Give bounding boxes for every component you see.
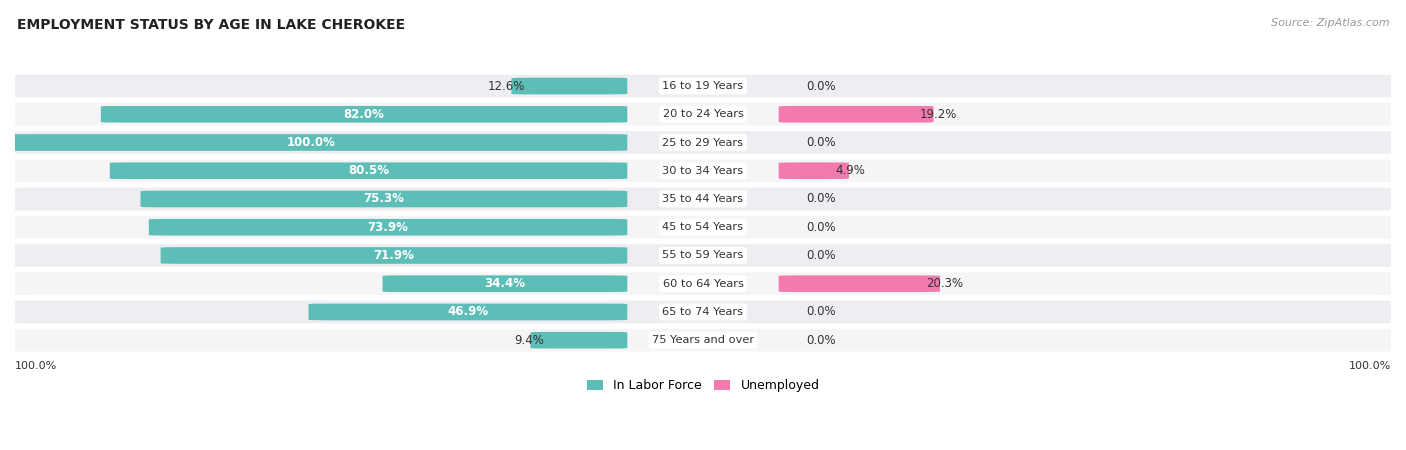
FancyBboxPatch shape (101, 106, 627, 122)
FancyBboxPatch shape (530, 332, 627, 348)
Text: 0.0%: 0.0% (806, 80, 835, 93)
FancyBboxPatch shape (1, 272, 1405, 295)
Text: 35 to 44 Years: 35 to 44 Years (662, 194, 744, 204)
Text: 25 to 29 Years: 25 to 29 Years (662, 138, 744, 148)
Text: 73.9%: 73.9% (367, 221, 409, 234)
Text: 100.0%: 100.0% (15, 360, 58, 370)
Text: Source: ZipAtlas.com: Source: ZipAtlas.com (1271, 18, 1389, 28)
Legend: In Labor Force, Unemployed: In Labor Force, Unemployed (582, 374, 824, 397)
Text: 46.9%: 46.9% (447, 306, 488, 319)
Text: 75 Years and over: 75 Years and over (652, 335, 754, 345)
Text: 19.2%: 19.2% (920, 108, 957, 121)
Text: 0.0%: 0.0% (806, 136, 835, 149)
Text: EMPLOYMENT STATUS BY AGE IN LAKE CHEROKEE: EMPLOYMENT STATUS BY AGE IN LAKE CHEROKE… (17, 18, 405, 32)
Text: 65 to 74 Years: 65 to 74 Years (662, 307, 744, 317)
Text: 80.5%: 80.5% (349, 164, 389, 177)
Text: 4.9%: 4.9% (835, 164, 865, 177)
FancyBboxPatch shape (1, 216, 1405, 239)
FancyBboxPatch shape (779, 162, 849, 179)
FancyBboxPatch shape (110, 162, 627, 179)
Text: 0.0%: 0.0% (806, 193, 835, 206)
FancyBboxPatch shape (1, 103, 1405, 126)
Text: 60 to 64 Years: 60 to 64 Years (662, 279, 744, 289)
FancyBboxPatch shape (1, 75, 1405, 97)
Text: 82.0%: 82.0% (343, 108, 384, 121)
Text: 55 to 59 Years: 55 to 59 Years (662, 251, 744, 261)
Text: 30 to 34 Years: 30 to 34 Years (662, 166, 744, 176)
Text: 0.0%: 0.0% (806, 306, 835, 319)
FancyBboxPatch shape (512, 78, 627, 94)
Text: 16 to 19 Years: 16 to 19 Years (662, 81, 744, 91)
FancyBboxPatch shape (308, 304, 627, 320)
Text: 45 to 54 Years: 45 to 54 Years (662, 222, 744, 232)
FancyBboxPatch shape (1, 188, 1405, 210)
FancyBboxPatch shape (160, 247, 627, 264)
FancyBboxPatch shape (149, 219, 627, 235)
Text: 75.3%: 75.3% (364, 193, 405, 206)
FancyBboxPatch shape (1, 159, 1405, 182)
Text: 12.6%: 12.6% (488, 80, 526, 93)
Text: 0.0%: 0.0% (806, 221, 835, 234)
Text: 71.9%: 71.9% (374, 249, 415, 262)
Text: 20 to 24 Years: 20 to 24 Years (662, 109, 744, 119)
FancyBboxPatch shape (0, 134, 627, 151)
Text: 34.4%: 34.4% (485, 277, 526, 290)
Text: 9.4%: 9.4% (515, 334, 544, 346)
FancyBboxPatch shape (1, 329, 1405, 351)
FancyBboxPatch shape (1, 244, 1405, 267)
Text: 0.0%: 0.0% (806, 249, 835, 262)
FancyBboxPatch shape (1, 301, 1405, 323)
Text: 0.0%: 0.0% (806, 334, 835, 346)
FancyBboxPatch shape (382, 275, 627, 292)
FancyBboxPatch shape (141, 191, 627, 207)
FancyBboxPatch shape (779, 106, 934, 122)
FancyBboxPatch shape (779, 275, 941, 292)
Text: 100.0%: 100.0% (1348, 360, 1391, 370)
Text: 100.0%: 100.0% (287, 136, 335, 149)
FancyBboxPatch shape (1, 131, 1405, 154)
Text: 20.3%: 20.3% (927, 277, 963, 290)
